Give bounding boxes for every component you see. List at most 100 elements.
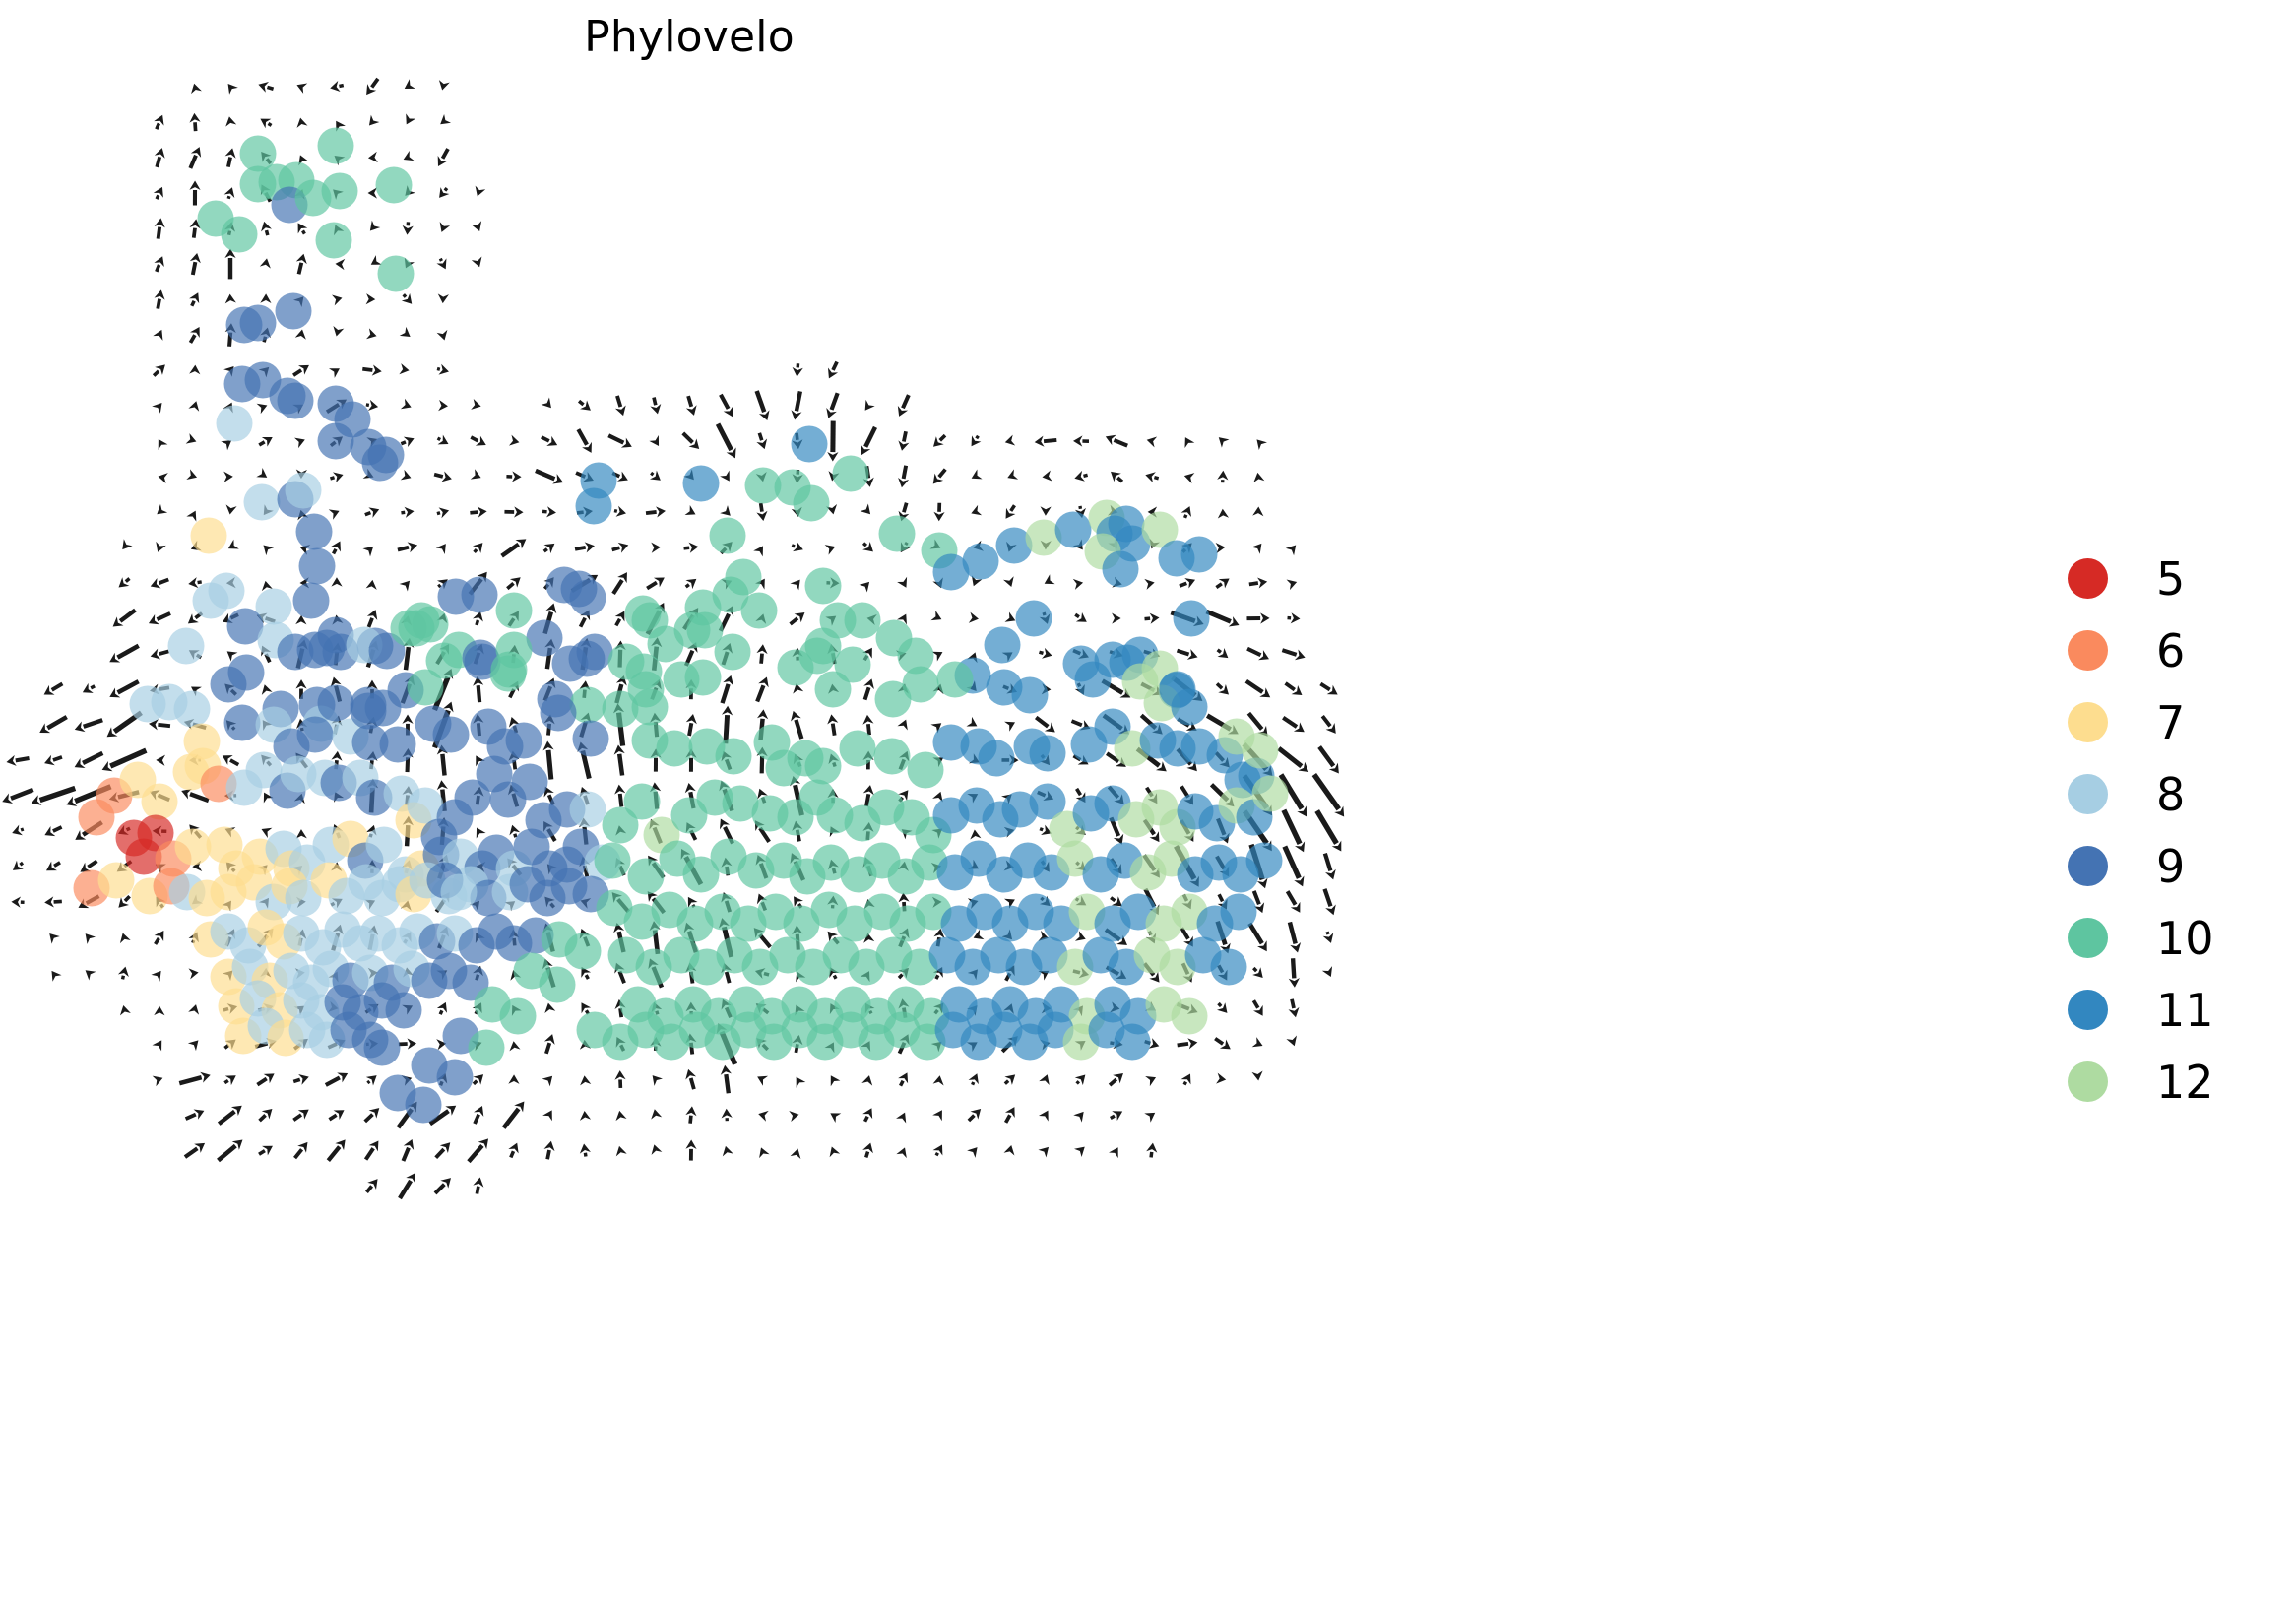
scatter-point <box>1054 511 1092 548</box>
scatter-point <box>575 487 612 525</box>
scatter-point <box>221 216 258 253</box>
legend-item[interactable]: 12 <box>2048 1055 2284 1110</box>
scatter-point <box>725 558 762 596</box>
scatter-point <box>239 304 277 342</box>
scatter-point <box>656 730 693 767</box>
scatter-point <box>873 738 911 775</box>
scatter-point <box>277 382 314 419</box>
scatter-point <box>540 694 577 732</box>
scatter-point <box>223 704 261 741</box>
scatter-point <box>741 948 779 986</box>
legend-item[interactable]: 5 <box>2048 551 2284 607</box>
scatter-point <box>511 763 548 801</box>
scatter-point <box>897 637 934 675</box>
legend-label: 6 <box>2156 624 2186 677</box>
scatter-point <box>627 858 665 895</box>
scatter-point <box>216 405 253 442</box>
scatter-point <box>298 547 336 585</box>
scatter-point <box>684 659 722 696</box>
scatter-point <box>495 631 533 669</box>
legend-item[interactable]: 7 <box>2048 695 2284 750</box>
scatter-point <box>1220 893 1257 931</box>
scatter-point <box>569 791 606 828</box>
scatter-point <box>670 797 708 834</box>
scatter-point <box>351 724 389 761</box>
scatter-point <box>816 797 854 834</box>
scatter-point <box>984 626 1021 664</box>
legend: 5 6 7 8 9 10 11 12 <box>2048 551 2284 1142</box>
scatter-point <box>454 779 491 816</box>
scatter-point <box>505 722 542 759</box>
scatter-point <box>350 692 387 730</box>
scatter-point <box>740 592 778 629</box>
scatter-point <box>1029 735 1066 772</box>
scatter-point <box>495 592 533 629</box>
legend-item[interactable]: 9 <box>2048 839 2284 894</box>
scatter-point <box>936 661 974 698</box>
scatter-point <box>631 688 669 726</box>
scatter-point <box>526 619 563 657</box>
scatter-point <box>275 292 312 330</box>
scatter-point <box>317 684 354 722</box>
scatter-point <box>783 905 820 942</box>
scatter-point <box>1218 718 1255 755</box>
scatter-point <box>962 543 999 580</box>
legend-item[interactable]: 11 <box>2048 983 2284 1038</box>
scatter-point <box>594 842 631 879</box>
scatter-point <box>607 936 645 974</box>
scatter-point <box>280 755 317 793</box>
scatter-point <box>844 602 881 639</box>
legend-label: 12 <box>2156 1056 2214 1109</box>
legend-item[interactable]: 8 <box>2048 767 2284 822</box>
scatter-point <box>245 751 283 789</box>
scatter-point <box>901 948 938 986</box>
scatter-point <box>167 627 205 665</box>
scatter-point <box>137 814 174 852</box>
scatter-point <box>744 467 782 504</box>
scatter-point <box>1025 519 1062 556</box>
scatter-point <box>377 255 415 292</box>
legend-label: 10 <box>2156 912 2214 965</box>
scatter-point <box>814 671 852 708</box>
scatter-point <box>791 425 828 463</box>
scatter-point <box>635 948 672 986</box>
scatter-point <box>1173 600 1210 637</box>
scatter-point <box>385 992 422 1029</box>
scatter-point <box>1171 997 1208 1035</box>
scatter-point <box>403 602 440 639</box>
legend-swatch-dot <box>2068 990 2108 1030</box>
scatter-point <box>569 579 606 616</box>
legend-swatch-dot <box>2068 774 2108 814</box>
scatter-point <box>682 465 720 502</box>
scatter-point <box>714 633 751 671</box>
scatter-point <box>1015 600 1052 637</box>
legend-label: 8 <box>2156 768 2186 821</box>
scatter-point <box>1094 641 1131 678</box>
scatter-point <box>1180 536 1218 573</box>
legend-swatch-dot <box>2068 846 2108 886</box>
scatter-point <box>874 680 912 718</box>
legend-swatch-dot <box>2068 702 2108 742</box>
scatter-point <box>315 222 352 259</box>
scatter-point <box>686 611 724 649</box>
scatter-point <box>932 724 970 761</box>
scatter-point <box>576 633 613 671</box>
scatter-point <box>1141 511 1179 548</box>
scatter-point <box>1062 645 1100 682</box>
scatter-point <box>190 517 227 554</box>
scatter-point-layer <box>73 127 1289 1124</box>
scatter-point <box>294 179 332 217</box>
scatter-point <box>292 582 330 619</box>
scatter-point <box>907 751 944 789</box>
scatter-point <box>798 637 836 675</box>
scatter-point <box>407 669 444 706</box>
legend-item[interactable]: 6 <box>2048 623 2284 678</box>
scatter-point <box>902 666 939 703</box>
scatter-point <box>804 567 842 605</box>
scatter-point <box>710 838 747 875</box>
scatter-point <box>932 553 970 591</box>
legend-item[interactable]: 10 <box>2048 911 2284 966</box>
scatter-point <box>722 785 759 822</box>
scatter-point <box>1171 688 1208 726</box>
